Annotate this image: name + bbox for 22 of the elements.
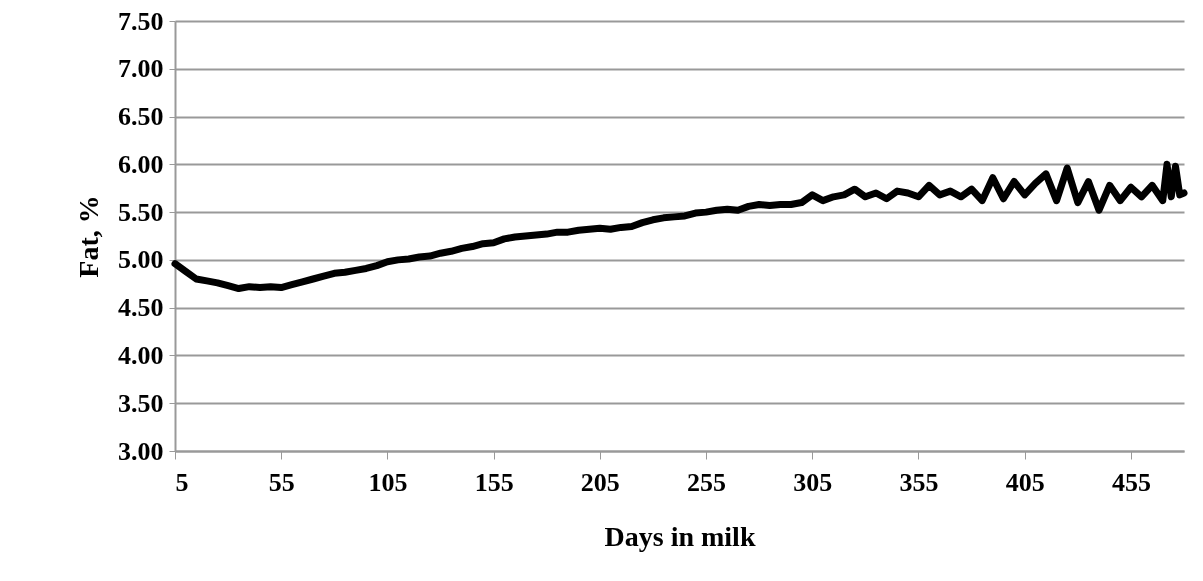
y-tick-label: 4.50 — [118, 293, 164, 323]
y-tick-label: 6.50 — [118, 102, 164, 132]
y-tick-label: 7.50 — [118, 6, 164, 36]
x-tick-label: 455 — [1111, 467, 1151, 497]
y-tick-label: 4.00 — [118, 340, 164, 370]
y-tick-label: 5.50 — [118, 197, 164, 227]
x-tick-label: 355 — [899, 467, 939, 497]
y-tick-label: 5.00 — [118, 245, 164, 275]
y-tick-label: 3.00 — [118, 436, 164, 466]
x-tick-label: 405 — [1005, 467, 1045, 497]
x-tick-label: 105 — [368, 467, 408, 497]
x-tick-label: 255 — [687, 467, 727, 497]
x-tick-label: 305 — [793, 467, 833, 497]
x-tick-label: 5 — [175, 467, 189, 497]
y-axis-title: Fat, % — [73, 195, 104, 278]
y-tick-label: 7.00 — [118, 54, 164, 84]
x-tick-label: 55 — [268, 467, 295, 497]
y-tick-label: 3.50 — [118, 388, 164, 418]
y-tick-label: 6.00 — [118, 149, 164, 179]
x-tick-label: 155 — [474, 467, 514, 497]
x-tick-label: 205 — [580, 467, 620, 497]
x-axis-title: Days in milk — [604, 520, 756, 552]
